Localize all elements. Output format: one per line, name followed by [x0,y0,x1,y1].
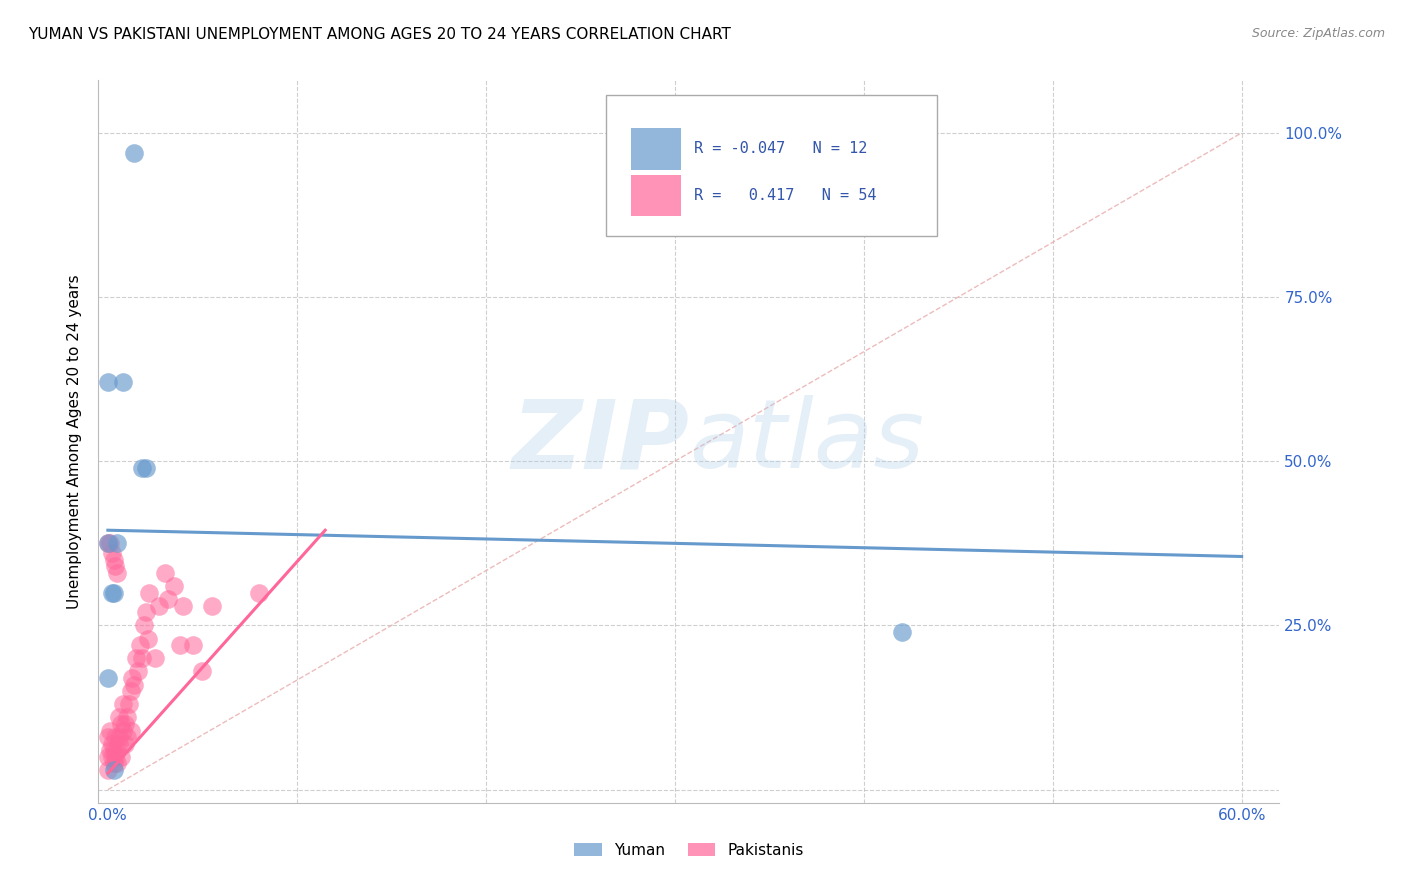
Text: R =   0.417   N = 54: R = 0.417 N = 54 [693,188,876,203]
Point [136,632,159,646]
Point [132,618,155,632]
Point [172,599,194,613]
Point [163,579,186,593]
Point [181,638,204,652]
Point [103,553,125,567]
Point [138,585,160,599]
Point [97,376,120,390]
Point [100,737,122,751]
Point [105,566,128,580]
Point [143,651,166,665]
Point [129,638,152,652]
Point [114,717,136,731]
Point [247,585,270,599]
Point [97,671,120,685]
Text: Source: ZipAtlas.com: Source: ZipAtlas.com [1251,27,1385,40]
Point [169,638,191,652]
Point [124,677,146,691]
Point [157,592,180,607]
Point [100,546,122,560]
Point [98,723,121,738]
Point [98,743,121,757]
Point [108,730,131,744]
Point [153,566,176,580]
Point [115,730,138,744]
Text: ZIP: ZIP [510,395,689,488]
Point [97,536,120,550]
Point [127,665,149,679]
Point [105,536,128,550]
Point [104,749,127,764]
Point [100,585,122,599]
Point [201,599,224,613]
Point [97,730,120,744]
Point [118,698,141,712]
FancyBboxPatch shape [606,95,936,235]
Point [110,749,132,764]
Point [131,651,153,665]
Text: atlas: atlas [689,395,924,488]
Point [97,749,120,764]
Point [111,376,134,390]
Point [108,737,131,751]
Point [105,756,128,771]
Point [97,763,120,777]
Point [111,723,134,738]
Point [103,756,125,771]
FancyBboxPatch shape [631,176,681,217]
Text: R = -0.047   N = 12: R = -0.047 N = 12 [693,142,868,156]
Point [191,665,214,679]
Point [115,710,138,724]
Legend: Yuman, Pakistanis: Yuman, Pakistanis [568,837,810,863]
Point [98,536,121,550]
Point [100,749,122,764]
Y-axis label: Unemployment Among Ages 20 to 24 years: Unemployment Among Ages 20 to 24 years [67,274,83,609]
Point [125,651,148,665]
Point [124,145,146,160]
FancyBboxPatch shape [631,128,681,169]
Point [114,737,136,751]
Point [105,743,128,757]
Point [103,743,125,757]
Point [110,717,132,731]
Point [103,585,125,599]
Point [97,536,120,550]
Point [108,710,131,724]
Point [131,460,153,475]
Point [111,698,134,712]
Point [104,730,127,744]
Point [890,625,912,640]
Point [120,684,142,698]
Point [103,763,125,777]
Point [135,605,157,619]
Point [148,599,170,613]
Text: YUMAN VS PAKISTANI UNEMPLOYMENT AMONG AGES 20 TO 24 YEARS CORRELATION CHART: YUMAN VS PAKISTANI UNEMPLOYMENT AMONG AG… [28,27,731,42]
Point [135,460,157,475]
Point [121,671,143,685]
Point [120,723,142,738]
Point [104,559,127,574]
